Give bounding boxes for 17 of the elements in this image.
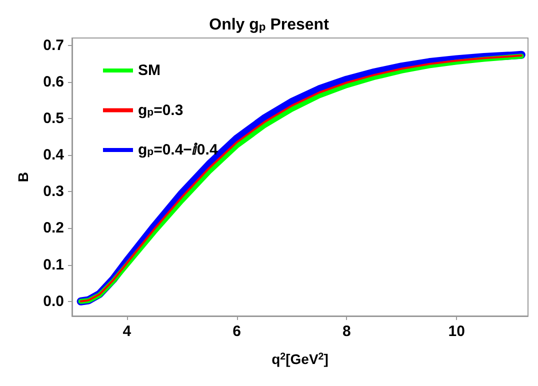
y-tick-label: 0.3 — [43, 183, 64, 200]
x-tick-label: 6 — [232, 323, 241, 340]
y-axis-title: B — [15, 172, 31, 182]
y-tick-label: 0.4 — [43, 146, 65, 164]
y-tick-label: 0.0 — [43, 292, 64, 310]
chart-title: Only gp Present — [209, 16, 330, 34]
y-tick-label: 0.5 — [43, 110, 64, 127]
y-tick-label: 0.6 — [43, 73, 64, 90]
legend-label: SM — [138, 62, 160, 79]
x-tick-label: 4 — [122, 323, 132, 340]
x-tick-label: 8 — [342, 323, 351, 340]
legend-label: gp=0.4−ⅈ0.4 — [138, 142, 218, 158]
y-tick-label: 0.1 — [43, 256, 64, 274]
x-tick-label: 10 — [448, 323, 465, 340]
legend-label: gp=0.3 — [138, 102, 184, 119]
y-tick-label: 0.2 — [43, 220, 64, 237]
y-tick-label: 0.7 — [43, 36, 64, 54]
